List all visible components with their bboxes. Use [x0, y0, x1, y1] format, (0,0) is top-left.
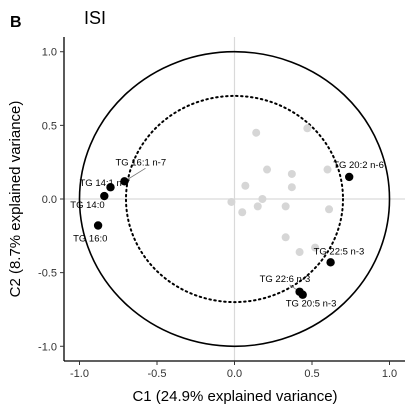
x-tick-label: 1.0 — [382, 368, 397, 380]
x-tick-label: -0.5 — [148, 368, 167, 380]
background-point — [227, 197, 236, 206]
highlighted-point — [298, 290, 307, 299]
x-tick-label: -1.0 — [70, 368, 89, 380]
background-point — [323, 165, 332, 174]
highlighted-point — [326, 258, 335, 267]
point-label: TG 22:5 n-3 — [314, 246, 365, 257]
point-labels: TG 16:1 n-7 TG 14:1 n-7 TG 14:0 TG 16:0 TG 2… — [70, 157, 384, 309]
background-point — [281, 202, 290, 211]
x-tick-label: 0.5 — [304, 368, 319, 380]
highlighted-point — [345, 172, 354, 182]
highlighted-point — [93, 221, 103, 230]
chart-title: ISI — [84, 8, 106, 28]
x-tick-label: 0.0 — [227, 368, 242, 380]
point-label: TG 20:2 n-6 — [333, 160, 384, 171]
y-tick-label: 0.5 — [42, 120, 57, 132]
point-label: TG 16:0 — [73, 234, 107, 245]
background-point — [258, 195, 267, 203]
correlation-circles — [78, 50, 391, 348]
y-tick-label: -1.0 — [38, 341, 57, 353]
highlighted-points — [93, 172, 354, 299]
highlighted-point — [100, 191, 109, 201]
background-point — [295, 248, 304, 257]
outer-unit-circle — [78, 50, 391, 348]
point-label: TG 20:5 n-3 — [286, 299, 337, 310]
y-tick-label: 1.0 — [42, 47, 57, 59]
axis-ticks: -1.0 -0.5 0.0 0.5 1.0 -1.0 -0.5 0.0 0.5 1.0 — [38, 47, 397, 380]
background-point — [281, 233, 290, 242]
background-point — [325, 205, 334, 214]
reference-lines — [64, 37, 405, 361]
y-axis-title: C2 (8.7% explained variance) — [7, 101, 24, 298]
background-point — [238, 208, 247, 217]
background-point — [252, 128, 261, 137]
x-axis-title: C1 (24.9% explained variance) — [132, 388, 337, 405]
background-point — [311, 243, 320, 252]
background-point — [303, 124, 312, 133]
y-tick-label: 0.0 — [42, 194, 57, 206]
point-label: TG 16:1 n-7 — [115, 157, 166, 168]
highlighted-point — [120, 177, 129, 186]
point-label: TG 14:0 — [70, 200, 104, 211]
inner-dotted-circle — [125, 94, 344, 304]
panel-letter: B — [10, 14, 22, 31]
background-point — [241, 181, 250, 190]
background-point — [263, 165, 272, 174]
background-points — [227, 124, 334, 257]
highlighted-point — [106, 183, 115, 192]
point-label: TG 22:6 n-3 — [260, 274, 311, 285]
y-tick-label: -0.5 — [38, 268, 57, 280]
point-label: TG 14:1 n-7 — [80, 178, 131, 189]
background-point — [287, 183, 296, 192]
background-point — [287, 169, 296, 178]
background-point — [253, 202, 262, 211]
